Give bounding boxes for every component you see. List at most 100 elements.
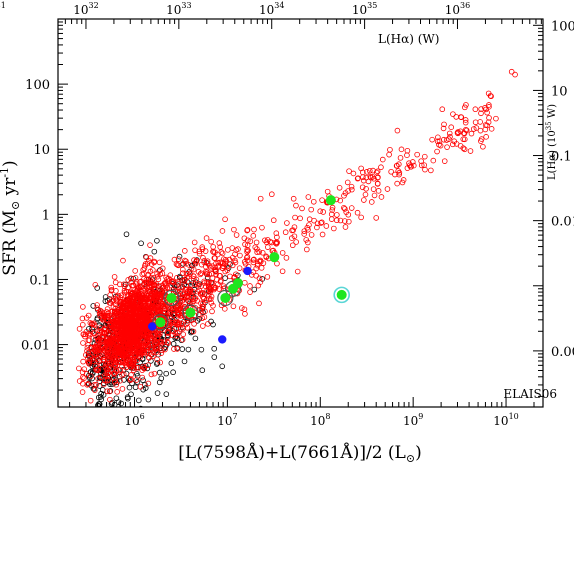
- red-point: [308, 232, 315, 238]
- red-point: [378, 194, 385, 200]
- red-point: [128, 329, 135, 335]
- red-point: [138, 304, 144, 310]
- red-point: [211, 285, 218, 292]
- red-point: [254, 249, 260, 256]
- red-point: [119, 386, 126, 392]
- red-point: [334, 212, 340, 218]
- red-point: [164, 339, 171, 345]
- red-point: [114, 311, 121, 318]
- red-point: [245, 247, 251, 254]
- red-point: [204, 258, 211, 265]
- red-point: [148, 345, 155, 351]
- red-point: [128, 279, 135, 286]
- red-point: [104, 306, 111, 312]
- red-point: [107, 396, 113, 403]
- x-tick-label: 106: [124, 412, 144, 428]
- red-point: [199, 244, 206, 250]
- red-point: [336, 185, 343, 191]
- red-point: [103, 370, 110, 377]
- red-point: [384, 186, 391, 192]
- red-point: [237, 252, 243, 259]
- red-point: [314, 220, 321, 227]
- red-point: [305, 194, 312, 200]
- red-point: [190, 276, 197, 282]
- red-point: [121, 360, 128, 366]
- red-point: [113, 298, 120, 305]
- red-point: [199, 323, 206, 329]
- red-point: [198, 270, 204, 277]
- red-point: [454, 129, 461, 136]
- black-point: [98, 367, 105, 374]
- red-point: [394, 180, 400, 187]
- black-point: [123, 231, 130, 238]
- red-point: [319, 197, 325, 203]
- red-point: [101, 326, 107, 333]
- red-point: [375, 188, 382, 194]
- black-point: [189, 328, 195, 335]
- red-point: [212, 284, 219, 291]
- red-point: [348, 205, 355, 211]
- red-point: [148, 336, 155, 343]
- red-point: [219, 228, 226, 234]
- black-point: [107, 413, 112, 418]
- red-point: [116, 312, 123, 318]
- black-point: [126, 384, 133, 391]
- red-point: [122, 320, 129, 327]
- red-point: [80, 340, 86, 346]
- black-point: [133, 370, 140, 377]
- red-point: [187, 286, 193, 293]
- red-point: [248, 272, 255, 278]
- black-point: [138, 405, 144, 407]
- red-point: [143, 312, 150, 319]
- red-point: [206, 262, 213, 269]
- plot-frame: [57, 18, 544, 408]
- red-point: [233, 232, 240, 238]
- black-point: [170, 341, 177, 347]
- highlight-ring: [163, 289, 180, 307]
- red-point: [337, 217, 344, 224]
- black-point: [176, 253, 183, 260]
- red-point: [244, 248, 250, 255]
- red-point: [190, 328, 197, 335]
- red-point: [150, 295, 156, 301]
- black-point: [158, 375, 165, 382]
- red-point: [301, 231, 308, 237]
- red-point: [145, 271, 152, 278]
- red-point: [101, 312, 107, 319]
- red-point: [110, 333, 117, 340]
- red-point: [89, 350, 96, 357]
- red-point: [418, 162, 425, 169]
- black-point: [163, 391, 170, 397]
- red-point: [110, 304, 117, 311]
- red-point: [222, 256, 229, 263]
- red-point: [175, 330, 181, 336]
- red-point: [157, 359, 164, 366]
- red-point: [151, 340, 158, 347]
- red-point: [398, 146, 405, 153]
- red-point: [345, 188, 351, 194]
- red-point: [110, 359, 117, 365]
- black-point: [192, 335, 199, 342]
- red-point: [100, 381, 107, 388]
- red-point: [358, 214, 364, 221]
- red-point: [170, 311, 176, 318]
- red-point: [270, 217, 277, 224]
- top-tick-label: 1033: [166, 1, 191, 17]
- red-point: [138, 278, 144, 285]
- red-point: [404, 147, 411, 154]
- red-point: [170, 279, 177, 286]
- red-point: [88, 344, 95, 351]
- red-point: [200, 301, 206, 307]
- red-point: [189, 294, 195, 300]
- red-point: [293, 239, 299, 245]
- red-point: [252, 244, 259, 251]
- y-axis-label: SFR (M⊙ yr-1): [0, 160, 22, 275]
- red-point: [434, 138, 441, 145]
- red-point: [115, 306, 122, 313]
- red-point: [119, 301, 125, 308]
- top-tick-label: 1032: [73, 1, 98, 17]
- red-point: [460, 136, 467, 142]
- red-point: [348, 183, 355, 190]
- red-point: [118, 306, 125, 313]
- red-point: [151, 370, 158, 377]
